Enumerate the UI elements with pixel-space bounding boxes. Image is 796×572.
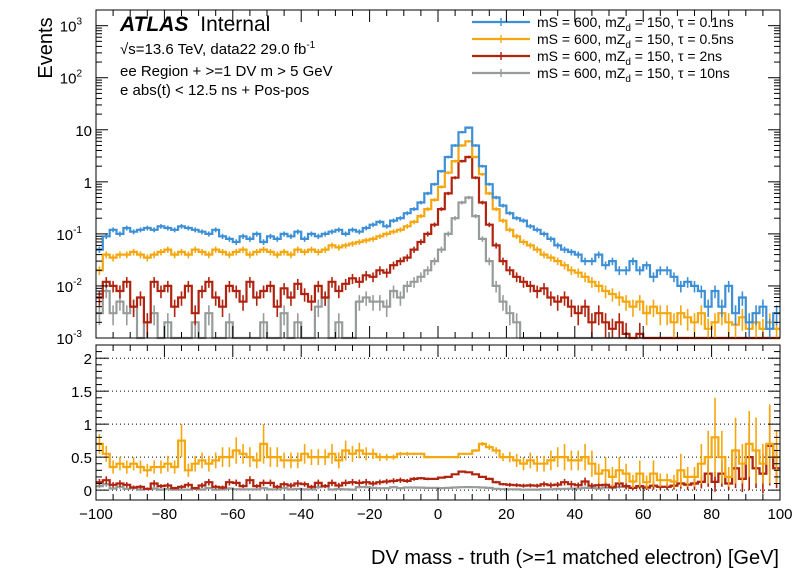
svg-text:ATLAS Internal: ATLAS Internal (119, 13, 270, 36)
cut-label: e abs(t) < 12.5 ns + Pos-pos (120, 82, 309, 99)
ratio-y-tick-label: 0 (84, 483, 92, 500)
x-tick-label: −40 (288, 506, 313, 523)
legend-entry-tau_0p5ns: mS = 600, mZd = 150, τ = 0.5ns (472, 31, 734, 51)
energy-lumi-label: √s=13.6 TeV, data22 29.0 fb-1 (120, 40, 316, 58)
x-tick-label: 60 (635, 506, 652, 523)
x-tick-label: −80 (152, 506, 177, 523)
ratio-y-tick-label: 1 (84, 417, 92, 434)
legend-label: mS = 600, mZd = 150, τ = 0.5ns (537, 31, 734, 51)
y-tick-label: 1 (84, 175, 92, 192)
atlas-logo-text: ATLAS (119, 13, 188, 36)
y-tick-label: 10-1 (56, 225, 82, 244)
y-tick-label: 10-3 (56, 329, 82, 348)
x-axis-label: DV mass - truth (>=1 matched electron) [… (371, 547, 779, 569)
series-tau_0p1ns (96, 126, 780, 338)
legend-label: mS = 600, mZd = 150, τ = 10ns (537, 65, 730, 85)
y-tick-label: 10 (75, 123, 92, 140)
y-tick-label: 10-2 (56, 277, 82, 296)
x-tick-label: 100 (767, 506, 792, 523)
ratio-y-tick-label: 1.5 (71, 384, 92, 401)
ratio-panel: 0 0.5 1 1.5 2 −100 −80 −60 −40 −20 0 20 40 60 80 100 D… (71, 10, 793, 569)
series-line-tau_0p1ns (96, 126, 780, 330)
upper-y-axis: 10-3 10-2 10-1 1 10 102 103 (56, 9, 780, 348)
series-line-tau_0p5ns (96, 140, 780, 330)
legend-entry-tau_0p1ns: mS = 600, mZd = 150, τ = 0.1ns (472, 14, 734, 34)
atlas-internal-text: Internal (200, 13, 270, 36)
x-tick-label: 40 (566, 506, 583, 523)
x-tick-label: 80 (703, 506, 720, 523)
ratio-y-tick-label: 2 (84, 351, 92, 368)
atlas-label: ATLAS Internal √s=13.6 TeV, data22 29.0 … (119, 13, 333, 99)
y-tick-label: 102 (60, 69, 83, 88)
ratio-line-tau_2ns (96, 444, 780, 490)
series-tau_2ns (96, 155, 780, 340)
x-tick-label: 0 (434, 506, 442, 523)
upper-series-group (96, 126, 780, 340)
region-label: ee Region + >=1 DV m > 5 GeV (120, 63, 333, 80)
y-axis-label: Events (35, 17, 57, 78)
upper-panel: 10-3 10-2 10-1 1 10 102 103 Events ATLAS Inter… (35, 9, 781, 348)
x-tick-label: 20 (498, 506, 515, 523)
y-tick-label: 103 (60, 17, 83, 36)
x-axis: −100 −80 −60 −40 −20 0 20 40 60 80 100 (79, 10, 793, 523)
ratio-series-tau_0p5ns (96, 397, 780, 489)
x-tick-label: −20 (357, 506, 382, 523)
ratio-y-tick-label: 0.5 (71, 450, 92, 467)
ratio-y-axis: 0 0.5 1 1.5 2 (71, 351, 780, 500)
legend-label: mS = 600, mZd = 150, τ = 0.1ns (537, 14, 734, 34)
ratio-series-group (96, 397, 780, 494)
legend-entry-tau_2ns: mS = 600, mZd = 150, τ = 2ns (472, 48, 722, 68)
legend-label: mS = 600, mZd = 150, τ = 2ns (537, 48, 722, 68)
legend-entry-tau_10ns: mS = 600, mZd = 150, τ = 10ns (472, 65, 730, 85)
x-tick-label: −60 (220, 506, 245, 523)
x-tick-label: −100 (79, 506, 113, 523)
series-line-tau_2ns (96, 155, 780, 340)
